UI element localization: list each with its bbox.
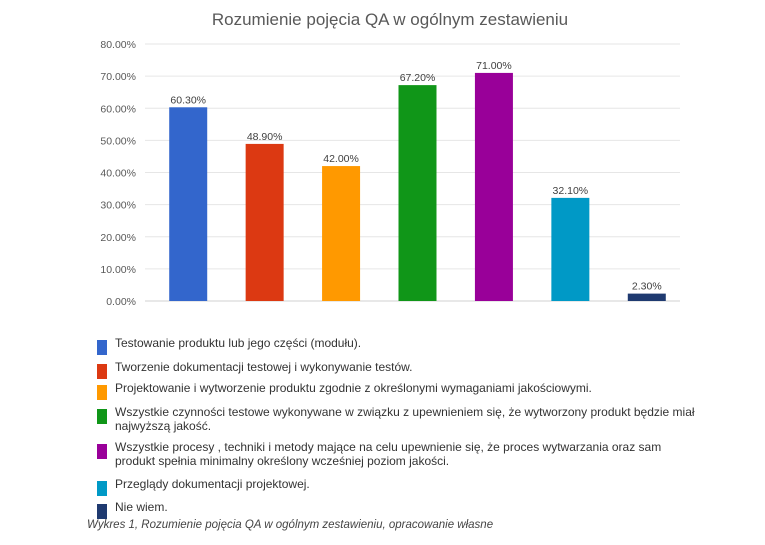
legend-label: Testowanie produktu lub jego części (mod…	[115, 336, 362, 350]
legend-label: Wszystkie procesy , techniki i metody ma…	[115, 440, 662, 468]
legend-swatch	[97, 504, 107, 519]
bar	[322, 166, 361, 301]
data-labels: 60.30% 48.90% 42.00% 67.20% 71.00% 32.10% 2.30…	[170, 60, 661, 293]
legend-item: Projektowanie i wytworzenie produktu zgo…	[97, 381, 697, 400]
figure-caption: Wykres 1, Rozumienie pojęcia QA w ogólny…	[87, 519, 494, 531]
y-tick-label: 80.00%	[100, 39, 136, 51]
data-label: 32.10%	[553, 185, 589, 197]
y-tick-label: 70.00%	[100, 71, 136, 83]
y-tick-label: 20.00%	[100, 232, 136, 244]
y-tick-label: 30.00%	[100, 200, 136, 212]
legend-item: Nie wiem.	[97, 500, 697, 519]
data-label: 42.00%	[323, 153, 359, 165]
legend-label: Przeglądy dokumentacji projektowej.	[115, 477, 310, 491]
y-tick-label: 40.00%	[100, 168, 136, 180]
data-label: 2.30%	[632, 281, 662, 293]
legend-swatch	[97, 364, 107, 379]
legend-item: Wszystkie czynności testowe wykonywane w…	[97, 405, 697, 433]
data-label: 67.20%	[400, 72, 436, 84]
y-tick-label: 60.00%	[100, 103, 136, 115]
y-axis-ticks: 0.00% 10.00% 20.00% 30.00% 40.00% 50.00% 60.00…	[100, 39, 136, 308]
chart-title: Rozumienie pojęcia QA w ogólnym zestawie…	[212, 10, 568, 29]
legend-label: Nie wiem.	[115, 500, 168, 514]
legend-item: Przeglądy dokumentacji projektowej.	[97, 477, 697, 496]
data-label: 71.00%	[476, 60, 512, 72]
legend-swatch	[97, 385, 107, 400]
data-label: 48.90%	[247, 131, 283, 143]
legend-swatch	[97, 444, 107, 459]
y-tick-label: 10.00%	[100, 264, 136, 276]
legend-swatch	[97, 409, 107, 424]
y-tick-label: 0.00%	[106, 296, 136, 308]
bar	[398, 85, 437, 302]
legend-label: Projektowanie i wytworzenie produktu zgo…	[115, 381, 592, 395]
bar	[627, 293, 666, 301]
y-tick-label: 50.00%	[100, 135, 136, 147]
bar-chart: Rozumienie pojęcia QA w ogólnym zestawie…	[100, 10, 680, 308]
legend-label: Wszystkie czynności testowe wykonywane w…	[115, 405, 695, 433]
legend-item: Testowanie produktu lub jego części (mod…	[97, 336, 697, 355]
legend-swatch	[97, 340, 107, 355]
bar	[474, 72, 513, 301]
data-label: 60.30%	[170, 94, 206, 106]
bar	[245, 143, 284, 301]
legend-label: Tworzenie dokumentacji testowej i wykony…	[115, 360, 413, 374]
legend-swatch	[97, 481, 107, 496]
legend-item: Tworzenie dokumentacji testowej i wykony…	[97, 360, 697, 379]
bars	[169, 72, 666, 302]
bar	[551, 197, 590, 301]
legend-item: Wszystkie procesy , techniki i metody ma…	[97, 440, 697, 468]
bar	[169, 107, 208, 301]
